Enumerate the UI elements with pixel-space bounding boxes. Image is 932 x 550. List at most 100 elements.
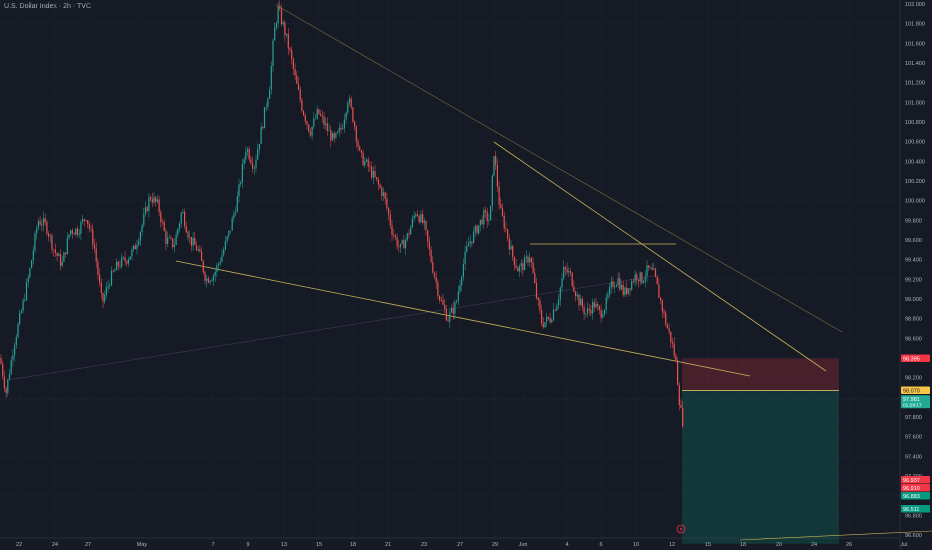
candle-body [287,33,289,49]
inner-trendline[interactable] [493,141,827,372]
candle-body [212,275,215,281]
candle-body [515,265,517,268]
candle-body [508,238,510,250]
candle-body [551,319,553,323]
candle-body [581,298,583,308]
candle-body [296,75,298,84]
candle-body [170,237,172,239]
candle-body [365,159,368,162]
candle-body [201,251,203,261]
candle-body [439,295,441,301]
candle-body [73,233,75,235]
candle-body [24,300,26,301]
candle-body [126,261,128,264]
candle-body [29,268,31,278]
candle-body [204,272,206,281]
candle-body [335,133,337,138]
candle-body [326,123,328,131]
x-tick-label: 7 [211,542,214,548]
stop-loss-zone[interactable] [682,358,839,391]
candle-body [490,205,492,221]
candle-body [569,271,572,273]
candle-body [364,161,366,166]
candle-body [384,192,386,199]
candle-body [257,149,259,160]
candle-body [634,274,636,282]
candle-body [641,272,643,283]
candle-body [408,233,410,235]
candle-body [102,292,104,302]
price-label-value: 96.511 [903,507,919,513]
candle-body [648,265,650,268]
y-tick-label: 101.600 [905,41,925,47]
candle-body [576,294,578,297]
candle-body [93,244,96,249]
candle-body [119,265,121,267]
candle-body [48,233,50,237]
candle-body [449,312,451,322]
candle-body [241,163,243,183]
price-label-tag [901,386,930,394]
candle-body [518,266,521,272]
x-tick-label: 24 [811,542,817,548]
candle-body [100,282,102,293]
candle-body [90,228,92,230]
candle-body [352,107,354,122]
lower-trendline[interactable] [175,260,751,377]
candle-body [308,124,310,132]
y-tick-label: 97.800 [905,415,922,421]
candle-body [663,311,665,313]
candle-body [495,156,497,166]
price-label-value: 98.395 [903,356,920,362]
candle-body [481,219,483,225]
candle-body [422,214,424,223]
price-label-value: 96.937 [903,478,920,484]
candle-body [612,281,614,288]
candle-body [39,221,41,225]
candle-body [197,249,199,251]
long-support-line[interactable] [7,274,661,381]
candle-body [44,218,46,222]
candle-body [444,304,446,310]
candle-body [597,303,599,307]
candle-body [31,260,33,269]
candle-body [144,207,147,215]
candle-body [112,270,114,272]
candle-body [561,278,563,288]
future-trendline[interactable] [739,530,932,541]
candle-body [34,233,36,251]
upper-trendline[interactable] [275,4,843,333]
candle-body [63,252,65,262]
take-profit-zone[interactable] [682,390,839,544]
candle-body [7,379,9,393]
price-label-value: 98.070 [903,388,920,394]
candle-body [235,211,237,214]
lightning-icon[interactable] [676,524,686,534]
candle-body [42,218,45,226]
candle-body [8,374,11,380]
candle-body [350,98,352,108]
candle-body [68,234,70,238]
candle-body [661,300,663,312]
candle-body [544,321,546,328]
candle-body [202,260,204,273]
candle-body [207,278,209,283]
candle-body [158,199,160,213]
candle-body [342,128,344,130]
candle-body [637,279,640,282]
y-tick-label: 97.400 [905,454,922,460]
candle-body [389,214,391,226]
candle-body [66,237,68,255]
candle-body [277,6,279,24]
candle-body [36,228,38,234]
x-tick-label: May [137,542,148,548]
candle-body [583,307,585,314]
candle-body [148,197,150,211]
y-tick-label: 102.000 [905,2,925,8]
candle-body [677,360,679,386]
candle-body [452,307,454,314]
price-label-tag [901,505,930,513]
candle-body [573,286,575,292]
y-tick-label: 101.800 [905,22,925,28]
